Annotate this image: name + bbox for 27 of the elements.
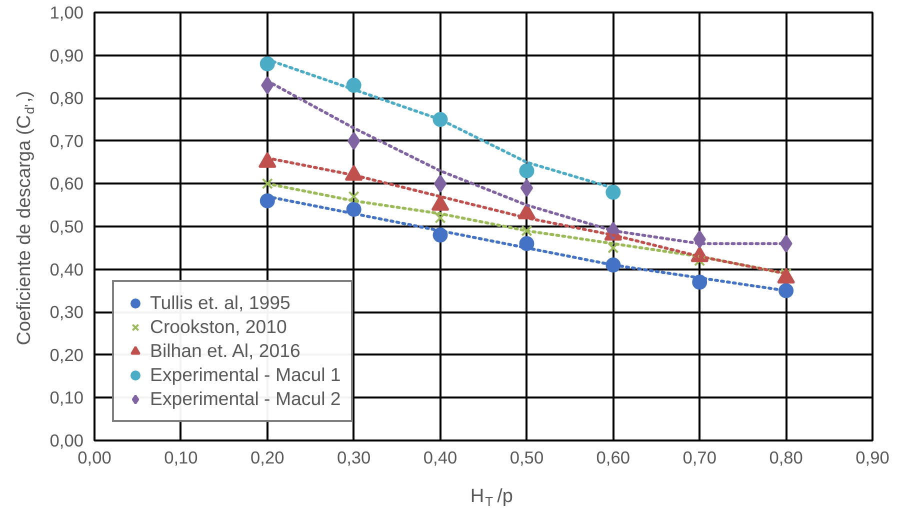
legend-label: Bilhan et. Al, 2016: [150, 340, 300, 362]
legend-label: Crookston, 2010: [150, 316, 287, 338]
x-tick-label: 0,80: [769, 448, 803, 468]
x-tick-label: 0,20: [250, 448, 284, 468]
y-axis-title: Coeficiente de descarga (Cd',): [14, 90, 37, 346]
y-tick-label: 0,00: [50, 430, 84, 450]
y-tick-label: 0,40: [50, 259, 84, 280]
y-tick-label: 0,60: [50, 174, 84, 194]
legend-label: Tullis et. al, 1995: [150, 292, 290, 314]
x-tick-label: 0,10: [164, 448, 198, 468]
y-tick-label: 0,70: [50, 130, 84, 151]
x-tick-label: 0,60: [596, 448, 630, 468]
y-tick-label: 0,10: [50, 388, 84, 408]
y-tick-label: 0,20: [50, 344, 84, 365]
x-tick-label: 0,30: [336, 448, 371, 468]
legend-label: Experimental - Macul 2: [150, 388, 341, 410]
x-tick-label: 0,70: [682, 448, 716, 468]
y-tick-label: 1,00: [50, 2, 84, 22]
x-tick-label: 0,50: [510, 448, 544, 468]
y-tick-label: 0,30: [50, 302, 84, 322]
legend-label: Experimental - Macul 1: [150, 364, 341, 386]
x-tick-label: 0,90: [856, 448, 890, 468]
y-tick-label: 0,50: [50, 216, 84, 236]
x-tick-label: 0,40: [423, 448, 458, 468]
y-tick-label: 0,80: [50, 88, 84, 108]
x-tick-label: 0,00: [78, 448, 112, 468]
y-tick-label: 0,90: [50, 45, 84, 66]
